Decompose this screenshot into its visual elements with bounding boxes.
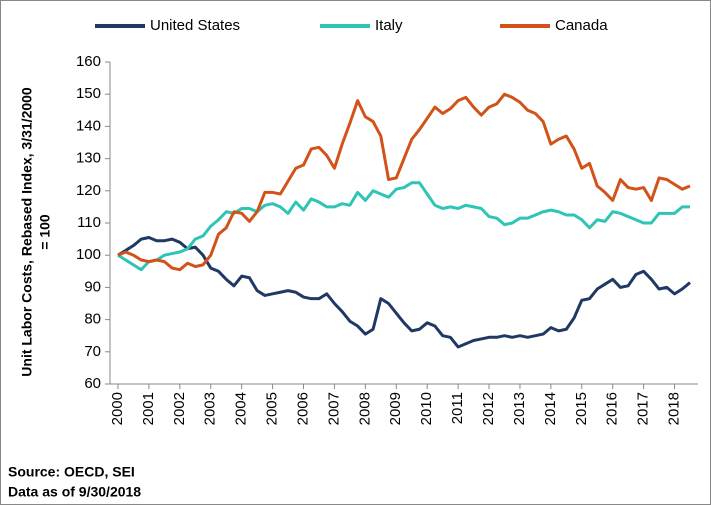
y-axis-title: Unit Labor Costs, Rebased Index, 3/31/20… xyxy=(19,87,53,377)
x-tick-label: 2010 xyxy=(418,392,435,425)
note: Source: OECD, SEI xyxy=(8,464,135,480)
x-tick-label: 2018 xyxy=(666,392,683,425)
x-tick-label: 2002 xyxy=(171,392,188,425)
legend-label: United States xyxy=(150,17,240,34)
x-tick-label: 2009 xyxy=(387,392,404,425)
y-tick-label: 140 xyxy=(76,117,101,134)
series-line xyxy=(117,235,691,349)
y-tick-label: 100 xyxy=(76,246,101,263)
x-tick-label: 2011 xyxy=(449,392,466,424)
x-tick-label: 2008 xyxy=(356,392,373,425)
x-tick-label: 2017 xyxy=(635,392,652,425)
x-tick-label: 2004 xyxy=(233,392,250,425)
x-tick-label: 2000 xyxy=(109,392,126,425)
y-tick-label: 60 xyxy=(84,375,101,392)
x-tick-label: 2015 xyxy=(573,392,590,425)
note: Data as of 9/30/2018 xyxy=(8,484,141,500)
y-tick-label: 70 xyxy=(84,343,101,360)
x-tick-label: 2001 xyxy=(140,392,157,425)
y-tick-label: 150 xyxy=(76,85,101,102)
y-tick-label: 90 xyxy=(84,278,101,295)
y-tick-label: 120 xyxy=(76,182,101,199)
y-tick-label: 110 xyxy=(77,214,101,231)
x-tick-label: 2006 xyxy=(294,392,311,425)
x-tick-label: 2005 xyxy=(264,392,281,425)
x-tick-label: 2016 xyxy=(604,392,621,425)
y-label-line: = 100 xyxy=(37,214,53,250)
series-line xyxy=(117,181,690,272)
y-tick-label: 80 xyxy=(84,311,101,328)
y-tick-label: 160 xyxy=(76,53,101,70)
y-tick-label: 130 xyxy=(76,150,101,167)
x-tick-label: 2014 xyxy=(542,392,559,425)
x-tick-label: 2003 xyxy=(202,392,219,425)
y-label-line: Unit Labor Costs, Rebased Index, 3/31/20… xyxy=(19,87,35,377)
x-tick-label: 2012 xyxy=(480,392,497,425)
series-line xyxy=(117,92,691,272)
x-tick-label: 2007 xyxy=(325,392,342,425)
x-tick-label: 2013 xyxy=(511,392,528,425)
legend-label: Italy xyxy=(375,17,403,34)
legend-label: Canada xyxy=(555,17,608,34)
